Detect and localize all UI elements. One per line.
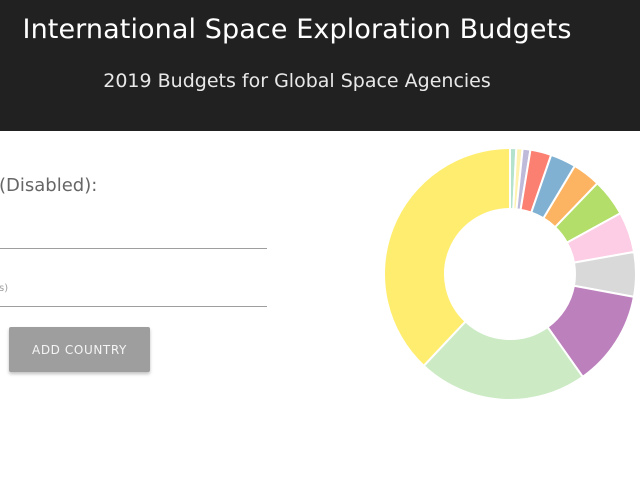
country-field-label: (Disabled):	[0, 175, 98, 196]
donut-slice-12[interactable]	[383, 146, 511, 368]
page-title: International Space Exploration Budgets	[22, 14, 572, 45]
app-header: International Space Exploration Budgets …	[0, 0, 640, 131]
page-subtitle: 2019 Budgets for Global Space Agencies	[103, 70, 491, 92]
budget-field-hint: s)	[0, 283, 9, 294]
donut-slice-11[interactable]	[422, 319, 585, 401]
country-name-input[interactable]	[0, 248, 267, 249]
add-country-button[interactable]: ADD COUNTRY	[9, 327, 150, 372]
budget-input[interactable]	[0, 306, 267, 307]
